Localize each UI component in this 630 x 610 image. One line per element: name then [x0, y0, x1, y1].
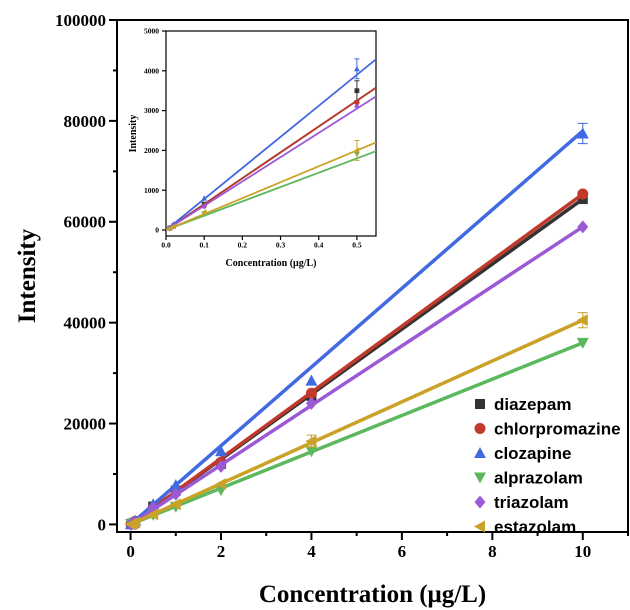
- x-tick-label: 10: [574, 542, 591, 561]
- series-estazolam: [125, 312, 588, 531]
- y-axis-title: Intensity: [14, 228, 41, 323]
- series-estazolam: [166, 139, 376, 232]
- inset-plot: 0.0 0.1 0.2 0.3 0.4 0.5 0 1000 2000 3000 4000 5000 C…: [128, 27, 377, 269]
- x-tick-label: 0.2: [238, 241, 248, 250]
- legend-label: triazolam: [494, 493, 569, 512]
- legend-item-chlorpromazine: chlorpromazine: [474, 420, 621, 439]
- legend-item-triazolam: triazolam: [474, 493, 569, 512]
- data-point: [215, 459, 227, 473]
- fit-line-clozapine: [129, 129, 584, 526]
- legend-label: chlorpromazine: [494, 420, 621, 439]
- legend-marker: [475, 399, 485, 409]
- fit-line-clozapine: [166, 58, 376, 231]
- data-point: [577, 188, 589, 200]
- data-point: [129, 516, 141, 529]
- data-point: [201, 195, 208, 201]
- data-point: [170, 487, 182, 501]
- legend-label: estazolam: [494, 518, 576, 537]
- data-point: [201, 209, 207, 215]
- inset-x-axis-title: Concentration (μg/L): [226, 258, 317, 269]
- legend-marker: [474, 520, 485, 533]
- data-point: [305, 446, 318, 458]
- legend-item-estazolam: estazolam: [474, 518, 576, 537]
- data-point: [305, 396, 317, 410]
- data-point: [576, 337, 589, 349]
- legend: diazepam chlorpromazine clozapine alprazola…: [474, 395, 621, 537]
- y-tick-label: 4000: [144, 66, 159, 75]
- y-tick-label: 0: [98, 515, 107, 534]
- data-point: [354, 147, 360, 154]
- legend-label: clozapine: [494, 444, 571, 463]
- x-tick-label: 2: [217, 542, 226, 561]
- main-plot: 0 2 4 6 8 10020000400006000080000100000Concen…: [14, 11, 629, 608]
- y-tick-label: 0: [155, 226, 159, 235]
- data-point: [170, 223, 177, 230]
- x-tick-label: 4: [307, 542, 316, 561]
- legend-item-diazepam: diazepam: [475, 395, 571, 414]
- y-tick-label: 100000: [55, 11, 106, 30]
- y-tick-label: 5000: [144, 27, 159, 36]
- data-point: [354, 65, 360, 72]
- data-point: [305, 387, 317, 399]
- legend-label: diazepam: [494, 395, 571, 414]
- fit-line-chlorpromazine: [129, 192, 584, 526]
- fit-line-triazolam: [166, 95, 376, 231]
- x-tick-label: 0.4: [314, 241, 324, 250]
- legend-label: alprazolam: [494, 469, 583, 488]
- data-point: [576, 127, 589, 139]
- y-tick-label: 3000: [144, 106, 159, 115]
- legend-marker: [474, 423, 486, 434]
- x-axis-title: Concentration (μg/L): [259, 581, 486, 608]
- data-point: [166, 225, 173, 232]
- data-point: [354, 88, 360, 94]
- fit-line-alprazolam: [166, 150, 376, 231]
- x-tick-label: 0.0: [161, 241, 171, 250]
- x-tick-label: 0.3: [276, 241, 286, 250]
- x-tick-label: 0.1: [199, 241, 209, 250]
- legend-marker: [474, 472, 486, 484]
- main-plot-frame: [116, 19, 629, 533]
- fit-line-estazolam: [166, 141, 376, 231]
- data-point: [201, 203, 207, 210]
- data-point: [577, 220, 589, 234]
- data-point: [354, 103, 360, 110]
- y-tick-label: 60000: [64, 213, 107, 232]
- fit-line-triazolam: [129, 225, 584, 526]
- y-tick-label: 20000: [64, 414, 107, 433]
- y-tick-label: 2000: [144, 146, 159, 155]
- data-point: [354, 100, 360, 106]
- legend-item-clozapine: clozapine: [474, 444, 571, 463]
- fit-line-estazolam: [129, 318, 584, 527]
- y-tick-label: 40000: [64, 314, 107, 333]
- x-tick-label: 0.5: [352, 241, 362, 250]
- x-tick-label: 0: [126, 542, 135, 561]
- data-point: [169, 479, 182, 491]
- legend-item-alprazolam: alprazolam: [474, 469, 583, 488]
- data-point: [169, 498, 181, 511]
- data-point: [576, 314, 588, 327]
- x-tick-label: 8: [488, 542, 497, 561]
- y-tick-label: 1000: [144, 186, 159, 195]
- legend-marker: [474, 495, 486, 509]
- data-point: [305, 374, 318, 386]
- fit-line-alprazolam: [129, 341, 584, 527]
- data-point: [305, 435, 317, 448]
- data-point: [215, 445, 228, 457]
- y-tick-label: 80000: [64, 112, 107, 131]
- legend-marker: [474, 447, 486, 458]
- fit-line-chlorpromazine: [166, 86, 376, 231]
- data-point: [147, 508, 159, 521]
- inset-y-axis-title: Intensity: [128, 115, 139, 153]
- x-tick-label: 6: [398, 542, 407, 561]
- data-point: [215, 478, 227, 491]
